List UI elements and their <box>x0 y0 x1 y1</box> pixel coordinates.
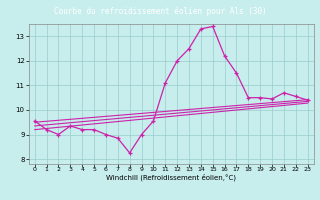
Text: Courbe du refroidissement éolien pour Als (30): Courbe du refroidissement éolien pour Al… <box>54 6 266 16</box>
X-axis label: Windchill (Refroidissement éolien,°C): Windchill (Refroidissement éolien,°C) <box>106 174 236 181</box>
